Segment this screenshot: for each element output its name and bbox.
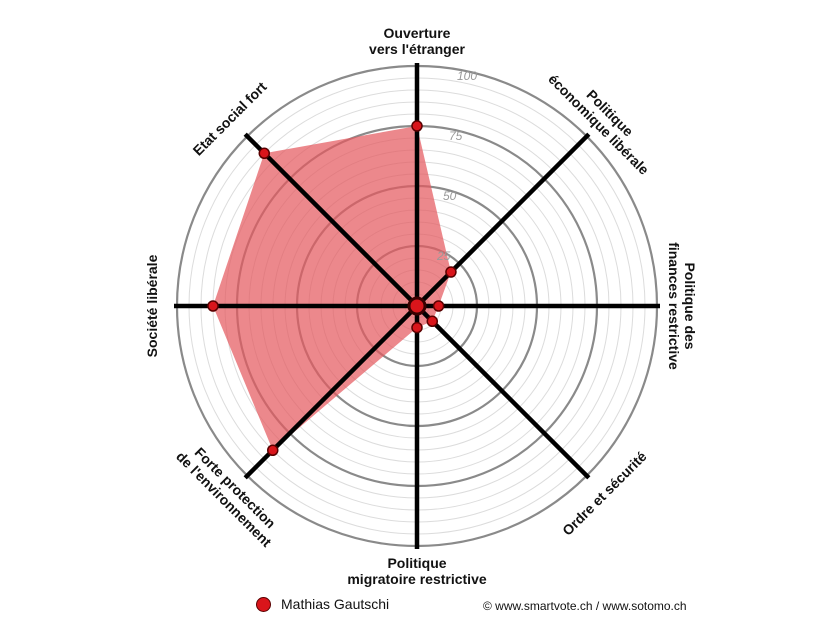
axis-label: Société libérale — [144, 254, 160, 357]
axis-line — [415, 304, 591, 480]
legend-label: Mathias Gautschi — [281, 596, 390, 612]
axis-label: Ouverture — [384, 25, 451, 41]
axis-line — [243, 132, 419, 308]
data-point — [411, 120, 423, 132]
axis-label: Politique — [387, 555, 446, 571]
credit-text: © www.smartvote.ch / www.sotomo.ch — [483, 599, 687, 613]
axis-label: Politique des — [682, 262, 698, 349]
tick-label: 100 — [457, 69, 477, 83]
axis-label-group: Société libérale — [144, 254, 160, 357]
axis-label: finances restrictive — [666, 242, 682, 370]
data-point — [445, 266, 457, 278]
series-area — [213, 126, 451, 451]
data-point — [258, 147, 271, 160]
data-point — [267, 444, 279, 456]
tick-label: 50 — [443, 189, 457, 203]
tick-label: 75 — [449, 129, 463, 143]
data-point — [411, 321, 423, 334]
legend: Mathias Gautschi — [256, 596, 389, 612]
data-point — [432, 300, 445, 312]
data-point — [207, 300, 219, 312]
data-point — [426, 315, 439, 328]
axis-line — [415, 132, 591, 308]
tick-label: 25 — [436, 249, 451, 263]
center-point — [407, 296, 427, 316]
axis-label: migratoire restrictive — [347, 571, 486, 587]
legend-marker — [256, 596, 271, 612]
axis-label: vers l'étranger — [369, 41, 465, 57]
